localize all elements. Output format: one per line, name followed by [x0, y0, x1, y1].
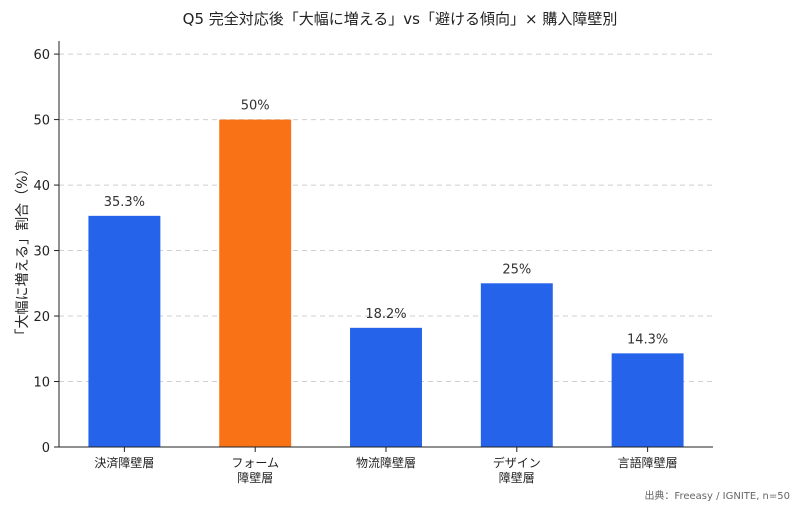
bar — [480, 283, 553, 447]
chart-title: Q5 完全対応後「大幅に増える」vs「避ける傾向」× 購入障壁別 — [182, 10, 618, 28]
data-label: 14.3% — [627, 332, 668, 347]
data-label: 50% — [241, 99, 270, 114]
y-tick-label: 60 — [33, 48, 50, 63]
x-category-label: 障壁層 — [499, 470, 535, 485]
data-label: 25% — [502, 262, 531, 277]
labels: 010203040506035.3%決済障壁層50%フォーム障壁層18.2%物流… — [33, 48, 677, 485]
y-tick-label: 50 — [33, 114, 50, 129]
x-category-label: フォーム — [231, 456, 279, 470]
bar — [88, 215, 161, 447]
data-label: 18.2% — [365, 307, 406, 322]
axes — [54, 41, 713, 452]
y-tick-label: 30 — [33, 245, 50, 260]
y-tick-label: 40 — [33, 179, 50, 194]
bar — [219, 119, 292, 448]
bar — [350, 327, 422, 447]
x-category-label: 物流障壁層 — [356, 455, 416, 470]
x-category-label: デザイン — [493, 455, 541, 470]
bars — [88, 119, 684, 448]
y-tick-label: 10 — [33, 376, 50, 391]
y-tick-label: 0 — [42, 441, 50, 456]
x-category-label: 言語障壁層 — [618, 455, 678, 470]
y-tick-label: 20 — [33, 310, 50, 325]
x-category-label: 決済障壁層 — [94, 455, 154, 470]
source-note: 出典：Freeasy / IGNITE, n=50 — [644, 491, 790, 502]
x-category-label: 障壁層 — [237, 470, 273, 485]
bar — [611, 353, 684, 447]
data-label: 35.3% — [104, 195, 145, 210]
